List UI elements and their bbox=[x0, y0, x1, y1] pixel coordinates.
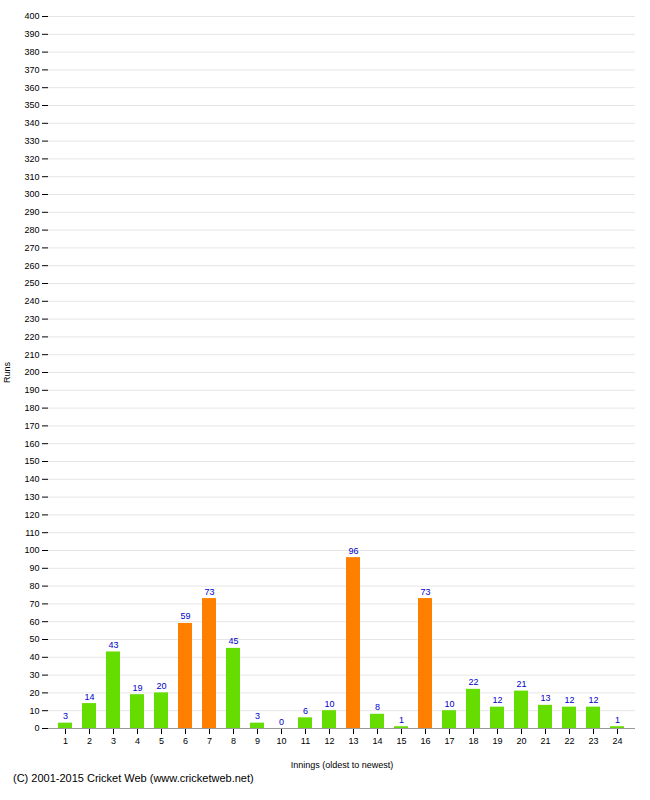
svg-text:50: 50 bbox=[29, 634, 39, 644]
svg-text:60: 60 bbox=[29, 617, 39, 627]
svg-text:21: 21 bbox=[516, 679, 526, 689]
svg-text:15: 15 bbox=[396, 736, 406, 746]
svg-text:73: 73 bbox=[204, 587, 214, 597]
svg-text:8: 8 bbox=[375, 702, 380, 712]
svg-text:220: 220 bbox=[24, 332, 39, 342]
svg-text:11: 11 bbox=[301, 736, 310, 746]
svg-text:310: 310 bbox=[24, 172, 39, 182]
svg-text:340: 340 bbox=[24, 118, 39, 128]
svg-text:7: 7 bbox=[207, 736, 212, 746]
svg-text:80: 80 bbox=[29, 581, 39, 591]
svg-text:3: 3 bbox=[111, 736, 116, 746]
svg-text:Runs: Runs bbox=[2, 361, 12, 383]
svg-text:350: 350 bbox=[24, 100, 39, 110]
svg-text:6: 6 bbox=[183, 736, 188, 746]
svg-text:5: 5 bbox=[159, 736, 164, 746]
svg-text:230: 230 bbox=[24, 314, 39, 324]
svg-text:20: 20 bbox=[29, 688, 39, 698]
svg-text:17: 17 bbox=[444, 736, 454, 746]
svg-text:140: 140 bbox=[24, 474, 39, 484]
svg-text:110: 110 bbox=[25, 528, 39, 538]
html-text:(C) 2001-2015 Cricket Web (www: (C) 2001-2015 Cricket Web (www.cricketwe… bbox=[13, 772, 254, 784]
svg-text:45: 45 bbox=[228, 636, 238, 646]
svg-text:1: 1 bbox=[615, 715, 620, 725]
svg-text:13: 13 bbox=[348, 736, 358, 746]
svg-text:30: 30 bbox=[29, 670, 39, 680]
svg-text:19: 19 bbox=[132, 683, 142, 693]
svg-text:320: 320 bbox=[24, 154, 39, 164]
svg-text:400: 400 bbox=[24, 11, 39, 21]
svg-text:12: 12 bbox=[492, 695, 502, 705]
svg-text:0: 0 bbox=[279, 717, 284, 727]
svg-text:10: 10 bbox=[276, 736, 286, 746]
svg-text:12: 12 bbox=[564, 695, 574, 705]
svg-text:22: 22 bbox=[468, 677, 478, 687]
svg-text:240: 240 bbox=[24, 296, 39, 306]
svg-text:59: 59 bbox=[180, 611, 190, 621]
svg-text:300: 300 bbox=[24, 189, 39, 199]
svg-text:20: 20 bbox=[156, 681, 166, 691]
svg-text:3: 3 bbox=[63, 711, 68, 721]
svg-text:14: 14 bbox=[84, 692, 94, 702]
svg-text:21: 21 bbox=[540, 736, 550, 746]
svg-text:120: 120 bbox=[24, 510, 39, 520]
svg-text:160: 160 bbox=[24, 439, 39, 449]
svg-text:20: 20 bbox=[516, 736, 526, 746]
svg-text:13: 13 bbox=[540, 693, 550, 703]
svg-text:12: 12 bbox=[588, 695, 598, 705]
svg-text:330: 330 bbox=[24, 136, 39, 146]
svg-text:12: 12 bbox=[324, 736, 334, 746]
svg-text:100: 100 bbox=[24, 545, 39, 555]
svg-text:0: 0 bbox=[34, 723, 39, 733]
svg-text:70: 70 bbox=[29, 599, 39, 609]
svg-text:260: 260 bbox=[24, 261, 39, 271]
svg-text:200: 200 bbox=[24, 367, 39, 377]
svg-text:250: 250 bbox=[24, 278, 39, 288]
svg-text:73: 73 bbox=[420, 587, 430, 597]
svg-text:130: 130 bbox=[24, 492, 39, 502]
svg-text:9: 9 bbox=[255, 736, 260, 746]
svg-text:210: 210 bbox=[24, 350, 39, 360]
svg-text:360: 360 bbox=[24, 83, 39, 93]
svg-text:19: 19 bbox=[492, 736, 502, 746]
svg-text:150: 150 bbox=[24, 456, 39, 466]
svg-text:22: 22 bbox=[564, 736, 574, 746]
svg-text:2: 2 bbox=[87, 736, 92, 746]
svg-text:190: 190 bbox=[24, 385, 39, 395]
svg-text:1: 1 bbox=[399, 715, 404, 725]
svg-text:370: 370 bbox=[24, 65, 39, 75]
svg-text:8: 8 bbox=[231, 736, 236, 746]
svg-text:290: 290 bbox=[24, 207, 39, 217]
svg-text:10: 10 bbox=[29, 706, 39, 716]
svg-text:280: 280 bbox=[24, 225, 39, 235]
svg-text:Innings (oldest to newest): Innings (oldest to newest) bbox=[291, 760, 394, 770]
svg-text:3: 3 bbox=[255, 711, 260, 721]
svg-text:96: 96 bbox=[348, 546, 358, 556]
svg-text:390: 390 bbox=[24, 29, 39, 39]
svg-text:16: 16 bbox=[420, 736, 430, 746]
svg-text:4: 4 bbox=[135, 736, 140, 746]
svg-text:170: 170 bbox=[24, 421, 39, 431]
svg-text:6: 6 bbox=[303, 706, 308, 716]
svg-text:23: 23 bbox=[588, 736, 598, 746]
svg-text:180: 180 bbox=[24, 403, 39, 413]
svg-text:270: 270 bbox=[24, 243, 39, 253]
svg-text:90: 90 bbox=[29, 563, 39, 573]
svg-text:10: 10 bbox=[324, 699, 334, 709]
svg-text:380: 380 bbox=[24, 47, 39, 57]
svg-text:40: 40 bbox=[29, 652, 39, 662]
svg-text:24: 24 bbox=[612, 736, 622, 746]
svg-text:18: 18 bbox=[468, 736, 478, 746]
svg-text:1: 1 bbox=[63, 736, 68, 746]
svg-text:10: 10 bbox=[444, 699, 454, 709]
svg-text:14: 14 bbox=[372, 736, 382, 746]
svg-text:43: 43 bbox=[108, 640, 118, 650]
